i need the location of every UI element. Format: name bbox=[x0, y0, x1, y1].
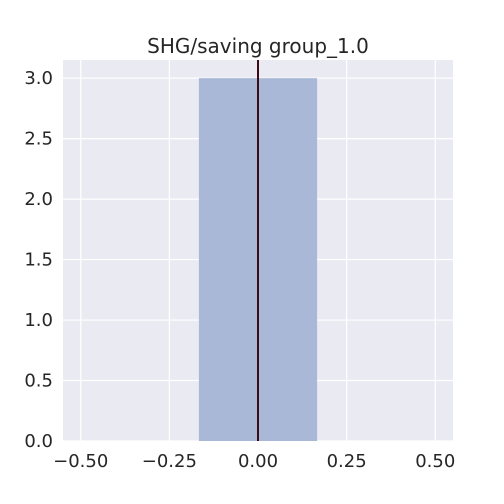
x-tick-label: −0.50 bbox=[53, 451, 108, 472]
chart-title: SHG/saving group_1.0 bbox=[147, 34, 369, 58]
y-tick-label: 2.5 bbox=[24, 129, 53, 150]
y-tick-label: 1.0 bbox=[24, 310, 53, 331]
y-axis-ticks: 0.0 0.5 1.0 1.5 2.0 2.5 3.0 bbox=[24, 68, 53, 452]
x-tick-label: 0.00 bbox=[238, 451, 278, 472]
x-tick-label: 0.50 bbox=[415, 451, 455, 472]
y-tick-label: 0.0 bbox=[24, 431, 53, 452]
y-tick-label: 1.5 bbox=[24, 250, 53, 271]
x-tick-label: −0.25 bbox=[142, 451, 197, 472]
x-axis-ticks: −0.50 −0.25 0.00 0.25 0.50 bbox=[53, 451, 455, 472]
y-tick-label: 0.5 bbox=[24, 371, 53, 392]
y-tick-label: 3.0 bbox=[24, 68, 53, 89]
x-tick-label: 0.25 bbox=[327, 451, 367, 472]
y-tick-label: 2.0 bbox=[24, 189, 53, 210]
